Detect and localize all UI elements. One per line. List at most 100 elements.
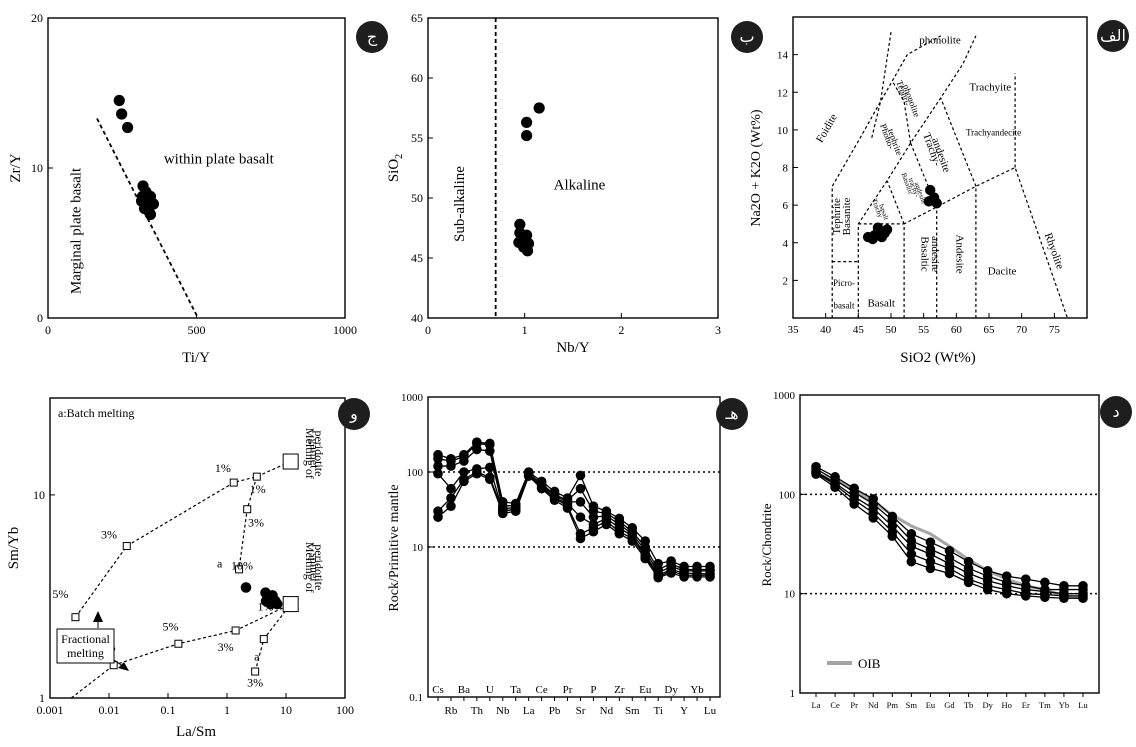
sample-data-point — [963, 577, 974, 588]
x-tick-label: 60 — [951, 324, 963, 336]
element-label: Zr — [614, 684, 625, 696]
data-point — [521, 130, 533, 142]
data-point — [116, 108, 128, 120]
pointer-arrow-icon — [118, 662, 129, 671]
sample-data-point — [614, 528, 625, 539]
x-axis-label: Ti/Y — [182, 350, 210, 366]
panel-badge — [338, 398, 370, 430]
element-label: Ce — [830, 700, 840, 710]
data-point — [514, 218, 526, 230]
sample-data-point — [433, 512, 443, 522]
sample-data-point — [963, 556, 974, 567]
curve-label: peridotite — [312, 544, 326, 590]
tas-field-boundary — [903, 166, 1068, 319]
element-label: Tb — [964, 700, 973, 710]
element-label: Tm — [1039, 700, 1051, 710]
field-label: within plate basalt — [164, 152, 275, 168]
y-tick-label: 60 — [411, 71, 423, 85]
x-tick-label: 10 — [280, 703, 292, 717]
melting-curve — [113, 603, 291, 666]
tas-field-boundary — [886, 180, 905, 225]
data-point — [872, 222, 884, 233]
tas-field-boundary — [891, 80, 912, 144]
source-composition-marker — [282, 596, 299, 613]
sample-data-point — [575, 470, 586, 481]
y-tick-label: 6 — [783, 200, 789, 212]
melt-increment-marker — [174, 639, 183, 648]
y-tick-label: 0 — [37, 311, 43, 325]
x-tick-label: 55 — [918, 324, 930, 336]
sample-data-point — [510, 506, 521, 517]
sample-data-point — [1040, 592, 1050, 603]
sample-data-point — [433, 461, 443, 471]
x-tick-label: 100 — [336, 703, 354, 717]
curve-label: a — [254, 649, 260, 663]
sample-series-line — [437, 466, 710, 577]
y-tick-label: 10 — [33, 488, 45, 502]
element-label: Eu — [926, 700, 936, 710]
sample-data-point — [485, 446, 495, 456]
element-label: Nb — [496, 705, 510, 717]
plot-frame — [799, 394, 1100, 694]
data-point — [136, 190, 149, 203]
sample-data-point — [1078, 593, 1088, 604]
curve-label: 1% — [215, 461, 231, 475]
sample-data-point — [472, 468, 482, 479]
sample-data-point — [1040, 577, 1050, 588]
y-axis-label-subscript: 2 — [394, 154, 405, 159]
sample-data-point — [433, 468, 443, 479]
curve-label: a — [217, 556, 223, 570]
melt-increment-marker — [259, 635, 268, 644]
x-tick-label: 1 — [224, 703, 230, 717]
sample-data-point — [906, 549, 917, 559]
x-tick-label: 3 — [715, 323, 721, 337]
melt-increment-marker — [235, 565, 244, 574]
panel-badge-label: د — [1112, 402, 1119, 421]
x-tick-label: 0.001 — [37, 703, 64, 717]
data-point — [881, 224, 893, 235]
field-label: Dacite — [988, 266, 1017, 278]
sample-data-point — [575, 512, 586, 522]
sample-data-point — [562, 503, 573, 513]
field-label: Trachyandecite — [966, 128, 1021, 138]
x-axis-label: La/Sm — [176, 724, 216, 740]
y-tick-label: 50 — [411, 191, 423, 205]
y-tick-label: 55 — [411, 131, 423, 145]
x-tick-label: 2 — [618, 323, 624, 337]
tas-field-boundary — [831, 35, 941, 318]
tas-field-boundary — [940, 97, 977, 187]
curve-label: 3% — [248, 515, 264, 529]
x-tick-label: 500 — [188, 323, 206, 337]
x-tick-label: 0.1 — [161, 703, 176, 717]
data-point — [521, 245, 534, 257]
x-tick-label: 40 — [820, 324, 832, 336]
sample-data-point — [653, 572, 663, 583]
curve-label: spinel — [307, 553, 321, 582]
element-label: Pr — [563, 684, 573, 696]
element-label: Yb — [690, 684, 704, 696]
plot-frame — [47, 17, 346, 319]
y-tick-label: 10 — [412, 542, 424, 554]
y-tick-label: 10 — [31, 161, 43, 175]
field-label: Picro- — [833, 278, 855, 288]
sample-data-point — [906, 541, 917, 552]
element-label: Ce — [536, 684, 548, 696]
field-label: Basanite — [841, 197, 853, 235]
melt-increment-marker — [71, 613, 80, 622]
sample-data-point — [1020, 574, 1031, 584]
curve-label: 1% — [250, 482, 266, 496]
melt-increment-marker — [231, 626, 240, 635]
melting-curve — [70, 664, 115, 699]
sample-data-point — [459, 467, 469, 477]
tas-field-boundary — [870, 32, 892, 140]
discrimination-line — [96, 118, 199, 319]
panel-sio2-vs-nb-y: 40 45 50 55 60 65 0 1 2 3 Nb/Y SiO2 Alkaline Sub-alka… — [386, 11, 763, 356]
field-label: Basalt — [867, 298, 895, 310]
sample-data-point — [446, 493, 456, 503]
data-point — [147, 198, 160, 210]
y-tick-label: 1 — [39, 691, 45, 705]
element-label: Pr — [850, 700, 858, 710]
data-point — [521, 116, 533, 128]
sample-data-point — [640, 553, 651, 564]
